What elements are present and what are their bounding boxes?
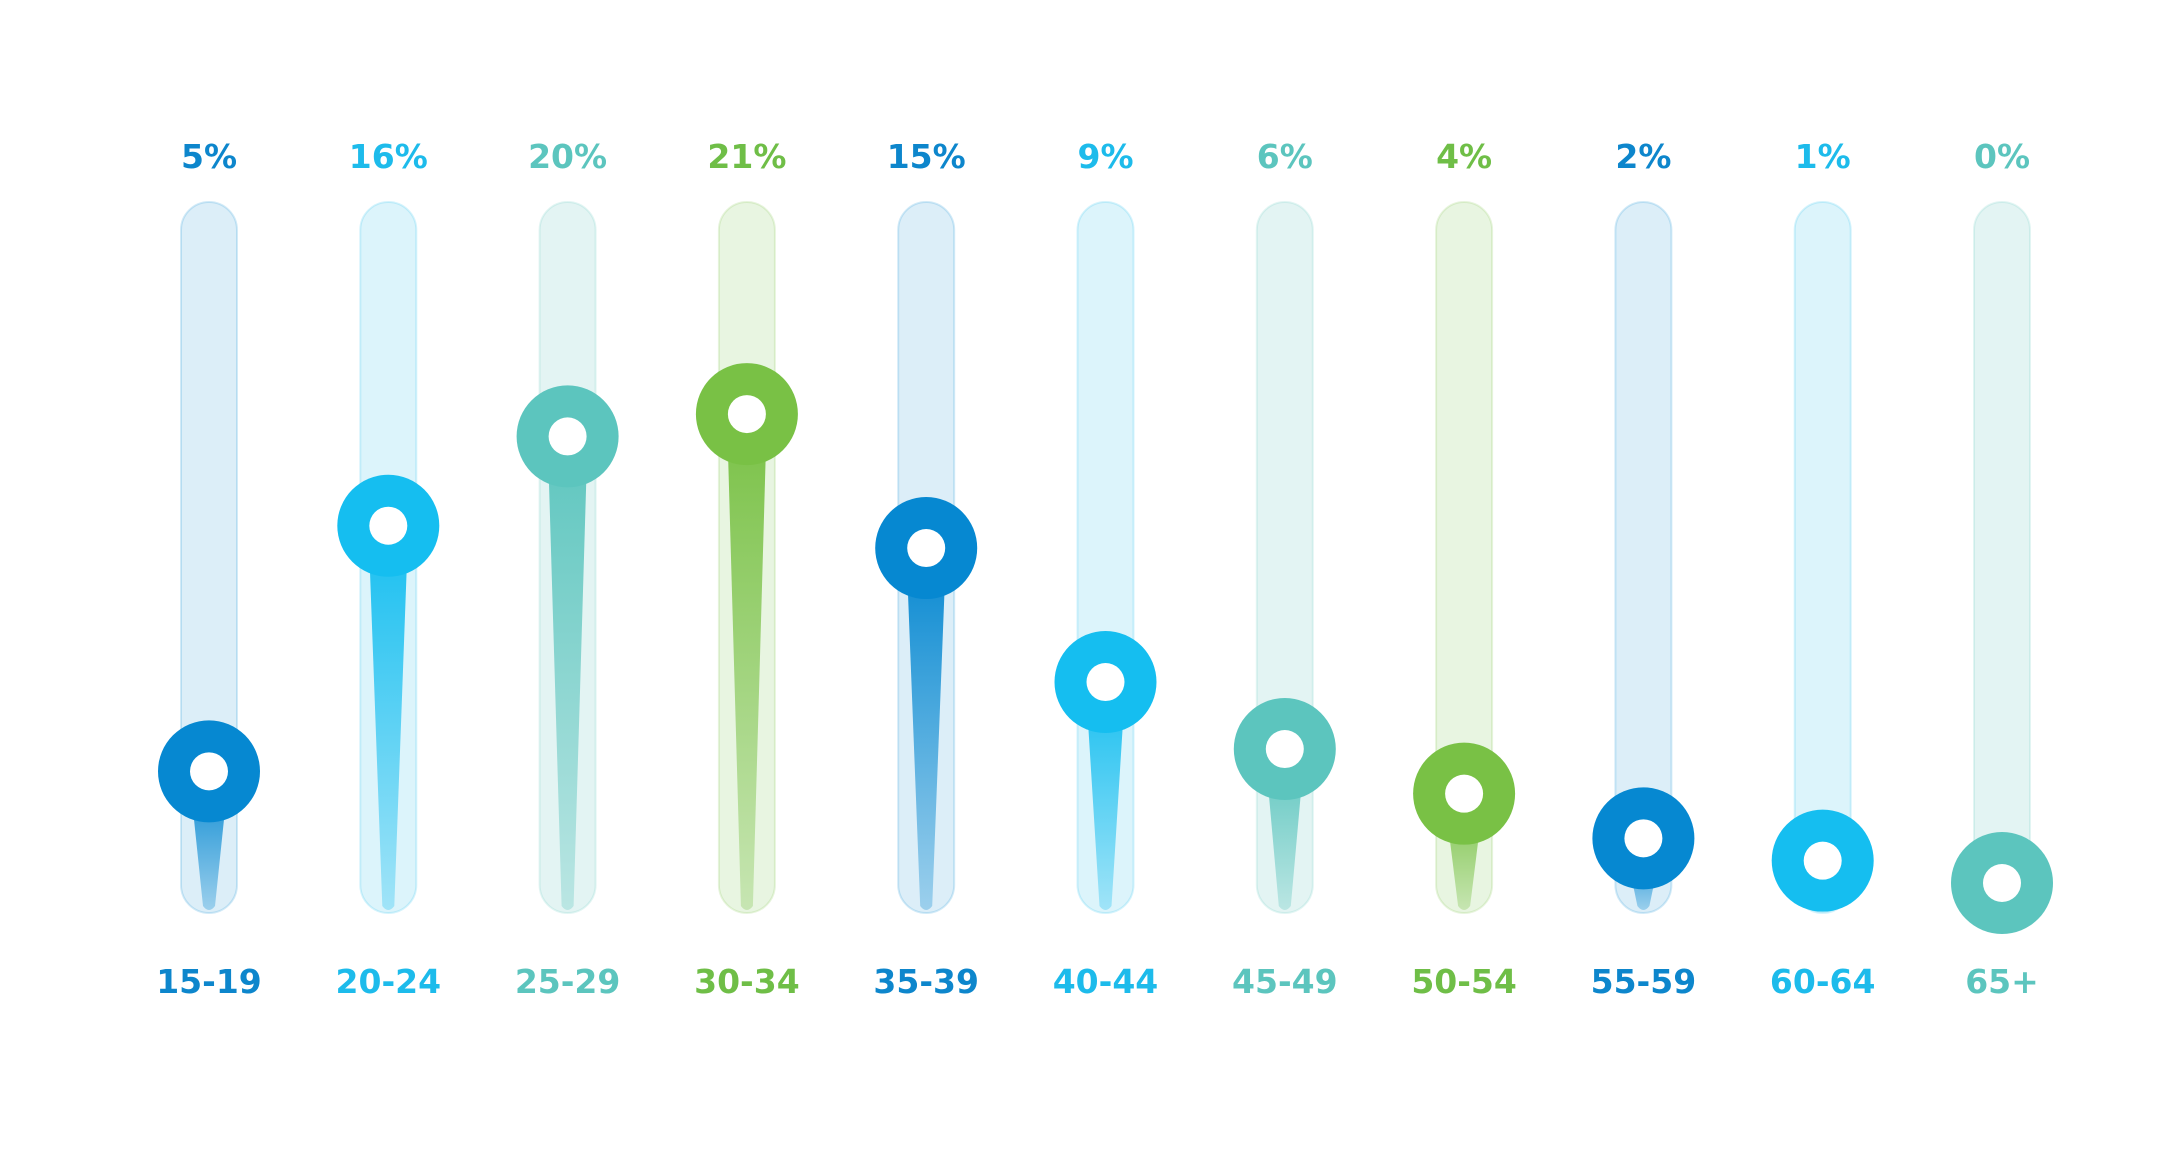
tail-30-34 (726, 414, 767, 910)
marker-50-54 (1413, 742, 1516, 845)
marker-hole (727, 395, 766, 434)
value-label-50-54: 4% (1436, 137, 1492, 176)
value-label-25-29: 20% (528, 137, 607, 176)
category-label-45-49: 45-49 (1232, 962, 1338, 1001)
value-label-65-: 0% (1974, 137, 2030, 176)
track-60-64 (1793, 201, 1852, 914)
value-label-45-49: 6% (1257, 137, 1313, 176)
tail-40-44 (1085, 682, 1126, 910)
category-label-15-19: 15-19 (156, 962, 262, 1001)
marker-65- (1951, 832, 2053, 934)
marker-25-29 (516, 385, 619, 488)
marker-hole (548, 417, 587, 456)
value-label-40-44: 9% (1077, 137, 1133, 176)
track-65- (1973, 201, 2031, 914)
marker-hole (1086, 663, 1125, 702)
category-label-35-39: 35-39 (873, 962, 979, 1001)
value-label-15-19: 5% (181, 137, 237, 176)
tail-25-29 (547, 436, 588, 910)
marker-hole (1983, 864, 2021, 902)
category-label-30-34: 30-34 (694, 962, 800, 1001)
category-label-20-24: 20-24 (336, 962, 442, 1001)
markers-layer (158, 363, 2053, 934)
marker-hole (1803, 841, 1842, 880)
marker-hole (369, 506, 408, 545)
marker-35-39 (875, 497, 978, 600)
value-label-30-34: 21% (707, 137, 786, 176)
value-label-20-24: 16% (349, 137, 428, 176)
tail-35-39 (906, 548, 947, 910)
category-label-65-: 65+ (1965, 962, 2039, 1001)
category-label-40-44: 40-44 (1053, 962, 1159, 1001)
track-50-54 (1435, 201, 1494, 914)
category-label-60-64: 60-64 (1770, 962, 1876, 1001)
marker-40-44 (1054, 631, 1157, 734)
marker-55-59 (1592, 787, 1695, 890)
marker-60-64 (1771, 809, 1874, 912)
marker-hole (190, 752, 228, 791)
marker-hole (1445, 774, 1484, 813)
marker-15-19 (158, 720, 260, 823)
marker-hole (1624, 819, 1663, 858)
labels-layer: 5% 15-19 16% 20-24 20% 25-29 21% 30-34 15% 35-39 9… (156, 137, 2039, 1001)
marker-20-24 (337, 474, 440, 577)
tracks-layer (180, 201, 2031, 914)
category-label-55-59: 55-59 (1591, 962, 1697, 1001)
marker-30-34 (695, 363, 798, 466)
category-label-25-29: 25-29 (515, 962, 621, 1001)
marker-hole (1265, 730, 1304, 769)
marker-45-49 (1233, 698, 1336, 801)
marker-hole (907, 529, 946, 568)
value-label-60-64: 1% (1795, 137, 1851, 176)
tail-20-24 (368, 525, 409, 910)
value-label-55-59: 2% (1615, 137, 1671, 176)
category-label-50-54: 50-54 (1411, 962, 1517, 1001)
value-label-35-39: 15% (887, 137, 966, 176)
track-55-59 (1614, 201, 1673, 914)
